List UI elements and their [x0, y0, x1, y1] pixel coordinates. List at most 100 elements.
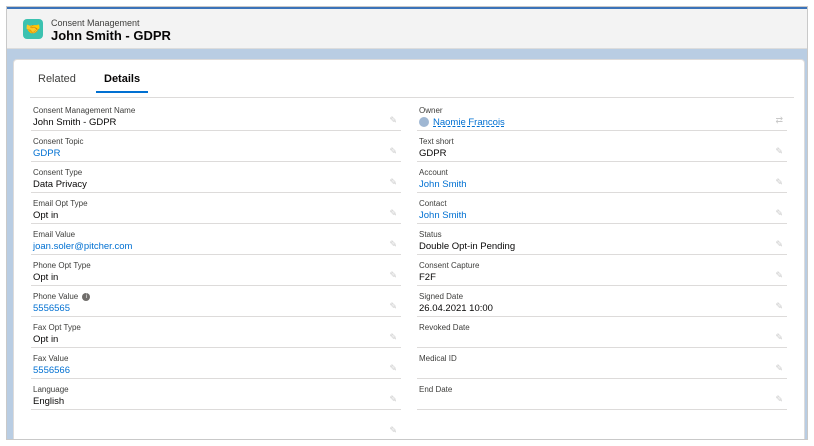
field-value: English	[33, 396, 64, 407]
field-value[interactable]: 5556565	[33, 303, 70, 314]
field-value[interactable]: John Smith	[419, 210, 467, 221]
field-label: End Date	[419, 385, 452, 394]
field-label: Fax Opt Type	[33, 323, 81, 332]
handshake-icon: 🤝	[23, 19, 43, 39]
label-text: Email Value	[33, 230, 76, 239]
change-owner-icon[interactable]: ⇄	[775, 115, 783, 125]
field-label: Email Value	[33, 230, 75, 239]
label-text: Consent Topic	[33, 137, 84, 146]
field-value: Opt in	[33, 272, 58, 283]
label-text: End Date	[419, 385, 453, 394]
value-text: F2F	[419, 272, 436, 283]
label-text: Phone Value	[33, 292, 79, 301]
value-text: English	[33, 396, 65, 407]
field-value: GDPR	[419, 148, 446, 159]
tab-related[interactable]: Related	[38, 73, 76, 85]
pencil-icon[interactable]: ✎	[389, 363, 397, 373]
pencil-icon[interactable]: ✎	[775, 332, 783, 342]
label-text: Consent Management Name	[33, 106, 136, 115]
info-icon[interactable]: i	[82, 292, 91, 301]
value-text: GDPR	[419, 148, 447, 159]
pencil-icon[interactable]: ✎	[775, 270, 783, 280]
field-value[interactable]: Naomie Francois	[419, 117, 505, 128]
pencil-icon[interactable]: ✎	[775, 394, 783, 404]
field-label: Medical ID	[419, 354, 457, 363]
field-language: Language English ✎	[31, 379, 401, 410]
label-text: Text short	[419, 137, 454, 146]
details-card: Related Details Consent Management Name J…	[13, 59, 805, 439]
label-text: Signed Date	[419, 292, 464, 301]
field-consent-capture: Consent Capture F2F ✎	[417, 255, 787, 286]
pencil-icon[interactable]: ✎	[775, 239, 783, 249]
label-text: Phone Opt Type	[33, 261, 91, 270]
value-text[interactable]: joan.soler@pitcher.com	[33, 241, 133, 252]
field-account: Account John Smith ✎	[417, 162, 787, 193]
pencil-icon[interactable]: ✎	[775, 208, 783, 218]
field-label: Status	[419, 230, 442, 239]
pencil-icon[interactable]: ✎	[389, 394, 397, 404]
pencil-icon[interactable]: ✎	[775, 146, 783, 156]
pencil-icon[interactable]: ✎	[389, 146, 397, 156]
field-label: Revoked Date	[419, 323, 470, 332]
field-value: Double Opt-in Pending	[419, 241, 515, 252]
pencil-icon[interactable]: ✎	[775, 363, 783, 373]
field-value: Opt in	[33, 210, 58, 221]
value-text[interactable]: 5556566	[33, 365, 70, 376]
field-text-short: Text short GDPR ✎	[417, 131, 787, 162]
field-owner: Owner Naomie Francois ⇄	[417, 100, 787, 131]
value-text: Opt in	[33, 210, 59, 221]
field-value: F2F	[419, 272, 436, 283]
label-text: Fax Value	[33, 354, 69, 363]
field-label: Consent Capture	[419, 261, 479, 270]
value-text: Opt in	[33, 334, 59, 345]
field-label: Contact	[419, 199, 447, 208]
value-text[interactable]: John Smith	[419, 179, 467, 190]
pencil-icon[interactable]: ✎	[775, 177, 783, 187]
pencil-icon[interactable]: ✎	[389, 301, 397, 311]
field-status: Status Double Opt-in Pending ✎	[417, 224, 787, 255]
value-text[interactable]: Naomie Francois	[433, 117, 505, 128]
window: 🤝 Consent Management John Smith - GDPR R…	[6, 6, 808, 440]
value-text: Double Opt-in Pending	[419, 241, 516, 252]
pencil-icon[interactable]: ✎	[389, 425, 397, 435]
field-label: Consent Management Name	[33, 106, 135, 115]
field-value[interactable]: John Smith	[419, 179, 467, 190]
label-text: Status	[419, 230, 442, 239]
label-text: Consent Type	[33, 168, 83, 177]
field-blank: ✎	[31, 410, 401, 439]
tab-bar: Related Details	[30, 60, 794, 98]
label-text: Account	[419, 168, 448, 177]
pencil-icon[interactable]: ✎	[389, 208, 397, 218]
pencil-icon[interactable]: ✎	[389, 115, 397, 125]
field-email-opt-type: Email Opt Type Opt in ✎	[31, 193, 401, 224]
field-medical-id: Medical ID ✎	[417, 348, 787, 379]
pencil-icon[interactable]: ✎	[389, 270, 397, 280]
value-text: 26.04.2021 10:00	[419, 303, 493, 314]
value-text[interactable]: 5556565	[33, 303, 70, 314]
pencil-icon[interactable]: ✎	[775, 301, 783, 311]
avatar	[419, 117, 429, 128]
field-contact: Contact John Smith ✎	[417, 193, 787, 224]
label-text: Contact	[419, 199, 447, 208]
pencil-icon[interactable]: ✎	[389, 177, 397, 187]
tab-details[interactable]: Details	[95, 73, 149, 93]
pencil-icon[interactable]: ✎	[389, 332, 397, 342]
field-revoked-date: Revoked Date ✎	[417, 317, 787, 348]
value-text[interactable]: GDPR	[33, 148, 61, 159]
field-label: Text short	[419, 137, 454, 146]
field-value[interactable]: GDPR	[33, 148, 60, 159]
field-value: Opt in	[33, 334, 58, 345]
field-value[interactable]: 5556566	[33, 365, 70, 376]
field-label: Account	[419, 168, 448, 177]
value-text[interactable]: John Smith	[419, 210, 467, 221]
field-email-value: Email Value joan.soler@pitcher.com ✎	[31, 224, 401, 255]
field-label: Owner	[419, 106, 443, 115]
right-column: Owner Naomie Francois ⇄ Text short GDPR ✎ Acco…	[417, 100, 787, 410]
pencil-icon[interactable]: ✎	[389, 239, 397, 249]
field-value[interactable]: joan.soler@pitcher.com	[33, 241, 132, 252]
value-text: Opt in	[33, 272, 59, 283]
field-consent-topic: Consent Topic GDPR ✎	[31, 131, 401, 162]
field-phone-value: Phone Value i 5556565 ✎	[31, 286, 401, 317]
field-phone-opt-type: Phone Opt Type Opt in ✎	[31, 255, 401, 286]
field-label: Signed Date	[419, 292, 463, 301]
